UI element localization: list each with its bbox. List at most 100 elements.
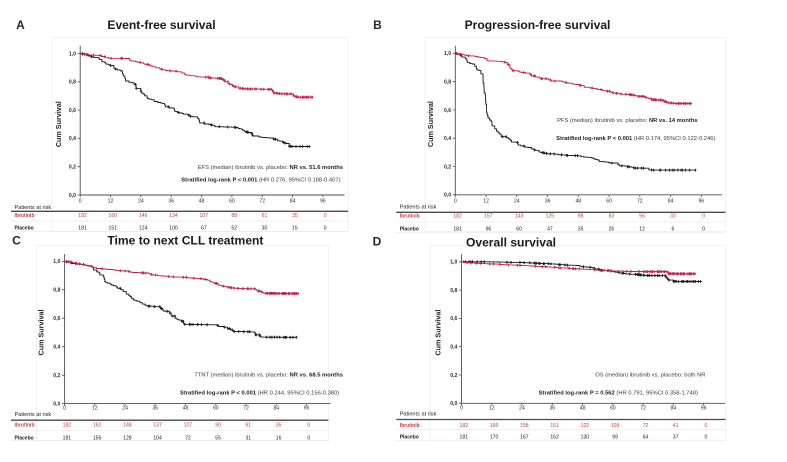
svg-text:0,8: 0,8 — [450, 288, 457, 294]
svg-text:60: 60 — [213, 405, 219, 411]
svg-text:182: 182 — [78, 213, 87, 219]
svg-text:Cum Survival: Cum Survival — [37, 310, 46, 356]
svg-text:166: 166 — [490, 423, 499, 429]
svg-text:134: 134 — [169, 213, 178, 219]
svg-text:0: 0 — [324, 226, 327, 232]
svg-text:35: 35 — [578, 226, 584, 232]
svg-text:PFS (median) ibrutinib vs. pla: PFS (median) ibrutinib vs. placebo: NR v… — [557, 118, 697, 124]
svg-text:170: 170 — [490, 435, 499, 441]
svg-text:Placebo: Placebo — [400, 435, 419, 441]
svg-text:98: 98 — [578, 214, 584, 220]
svg-text:A: A — [16, 18, 25, 32]
svg-text:Placebo: Placebo — [400, 226, 419, 232]
svg-text:35: 35 — [292, 213, 298, 219]
svg-text:1,0: 1,0 — [444, 51, 451, 57]
svg-text:148: 148 — [123, 422, 132, 428]
svg-text:162: 162 — [93, 422, 102, 428]
svg-text:48: 48 — [580, 405, 586, 411]
svg-text:D: D — [373, 234, 382, 248]
svg-text:151: 151 — [550, 423, 559, 429]
svg-text:0,6: 0,6 — [53, 316, 60, 322]
svg-text:84: 84 — [670, 405, 676, 411]
svg-text:0: 0 — [324, 213, 327, 219]
svg-text:0,0: 0,0 — [450, 401, 457, 407]
svg-text:33: 33 — [670, 214, 676, 220]
svg-text:0,8: 0,8 — [69, 80, 76, 86]
svg-text:0: 0 — [460, 405, 463, 411]
svg-text:Stratified log-rank P = 0.562: Stratified log-rank P = 0.562 (HR 0.791,… — [539, 391, 698, 397]
svg-text:88: 88 — [231, 213, 237, 219]
svg-text:72: 72 — [640, 405, 646, 411]
svg-text:158: 158 — [520, 423, 529, 429]
svg-text:Overall survival: Overall survival — [466, 235, 556, 249]
svg-text:41: 41 — [673, 423, 679, 429]
svg-text:Ibrutinib: Ibrutinib — [15, 422, 35, 428]
svg-text:0,6: 0,6 — [444, 108, 451, 114]
svg-text:60: 60 — [610, 405, 616, 411]
svg-text:12: 12 — [483, 198, 489, 204]
svg-text:0,2: 0,2 — [69, 165, 76, 171]
svg-text:48: 48 — [183, 405, 189, 411]
svg-text:Patients at risk: Patients at risk — [400, 411, 437, 417]
svg-text:Cum Survival: Cum Survival — [54, 101, 63, 147]
svg-text:72: 72 — [185, 436, 191, 442]
svg-text:1,0: 1,0 — [450, 260, 457, 266]
svg-text:1,0: 1,0 — [69, 51, 76, 57]
svg-text:0,2: 0,2 — [450, 373, 457, 379]
svg-text:96: 96 — [320, 198, 326, 204]
svg-text:96: 96 — [486, 226, 492, 232]
svg-text:182: 182 — [453, 214, 462, 220]
svg-text:Stratified log-rank P < 0.001: Stratified log-rank P < 0.001 (HR 0.244,… — [180, 391, 339, 397]
svg-text:C: C — [12, 233, 21, 247]
svg-text:Time to next CLL treatment: Time to next CLL treatment — [107, 234, 263, 248]
svg-text:0,2: 0,2 — [53, 373, 60, 379]
svg-text:1,0: 1,0 — [53, 259, 60, 265]
svg-text:Stratified log-rank P < 0.001: Stratified log-rank P < 0.001 (HR 0.174,… — [556, 136, 715, 142]
svg-text:130: 130 — [581, 435, 590, 441]
svg-text:137: 137 — [153, 422, 162, 428]
svg-text:160: 160 — [109, 213, 118, 219]
svg-text:24: 24 — [514, 198, 520, 204]
svg-text:12: 12 — [639, 226, 645, 232]
svg-text:162: 162 — [550, 435, 559, 441]
svg-text:Event-free survival: Event-free survival — [107, 18, 215, 32]
svg-text:124: 124 — [139, 226, 148, 232]
svg-text:167: 167 — [520, 435, 529, 441]
svg-text:0,4: 0,4 — [444, 136, 451, 142]
svg-text:84: 84 — [668, 198, 674, 204]
svg-text:Patients at risk: Patients at risk — [400, 205, 437, 211]
svg-text:55: 55 — [215, 436, 221, 442]
svg-text:143: 143 — [515, 214, 524, 220]
svg-text:100: 100 — [169, 226, 178, 232]
svg-text:0,2: 0,2 — [444, 164, 451, 170]
svg-text:146: 146 — [139, 213, 148, 219]
svg-text:0,0: 0,0 — [444, 193, 451, 199]
svg-text:TTNT (median) ibrutinib vs. pl: TTNT (median) ibrutinib vs. placebo: NR … — [194, 373, 343, 379]
svg-text:156: 156 — [93, 436, 102, 442]
svg-text:84: 84 — [273, 405, 279, 411]
svg-text:Ibrutinib: Ibrutinib — [15, 213, 35, 219]
svg-text:181: 181 — [453, 226, 462, 232]
svg-text:6: 6 — [671, 226, 674, 232]
svg-text:30: 30 — [262, 226, 268, 232]
svg-text:24: 24 — [519, 405, 525, 411]
svg-text:36: 36 — [168, 198, 174, 204]
svg-text:72: 72 — [643, 423, 649, 429]
svg-text:72: 72 — [243, 405, 249, 411]
svg-text:0: 0 — [307, 436, 310, 442]
svg-text:35: 35 — [276, 422, 282, 428]
svg-text:181: 181 — [78, 226, 87, 232]
svg-text:Patients at risk: Patients at risk — [15, 412, 52, 418]
svg-text:122: 122 — [581, 423, 590, 429]
svg-text:151: 151 — [109, 226, 118, 232]
svg-text:61: 61 — [262, 213, 268, 219]
svg-text:157: 157 — [484, 214, 493, 220]
svg-text:107: 107 — [184, 422, 193, 428]
svg-text:Ibrutinib: Ibrutinib — [400, 423, 420, 429]
svg-text:Cum Survival: Cum Survival — [434, 310, 443, 356]
svg-text:48: 48 — [199, 198, 205, 204]
svg-text:47: 47 — [547, 226, 553, 232]
svg-text:125: 125 — [546, 214, 555, 220]
svg-text:OS (median) ibrutinib vs. plac: OS (median) ibrutinib vs. placebo: both … — [595, 373, 705, 379]
svg-text:90: 90 — [215, 422, 221, 428]
